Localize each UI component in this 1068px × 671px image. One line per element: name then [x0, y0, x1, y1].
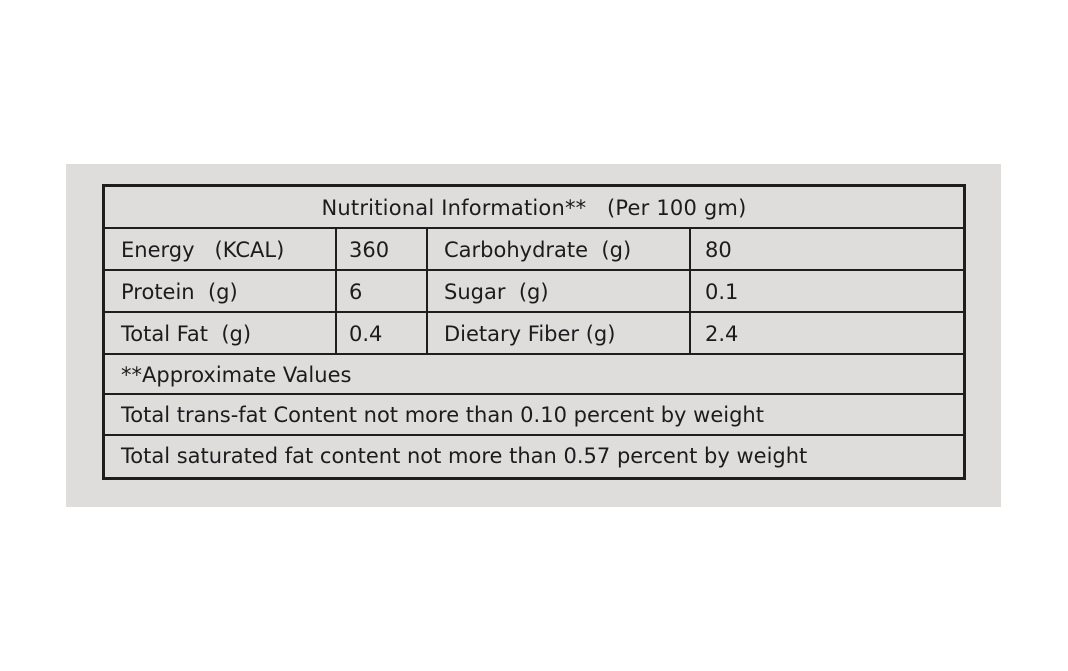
nutrient-value: 80 [705, 238, 732, 262]
table-title: Nutritional Information** (Per 100 gm) [321, 196, 747, 220]
trans-fat-row: Total trans-fat Content not more than 0.… [105, 395, 963, 436]
nutrition-table: Nutritional Information** (Per 100 gm) E… [102, 184, 966, 480]
nutrient-value: 360 [337, 229, 428, 269]
saturated-fat-row: Total saturated fat content not more tha… [105, 436, 963, 477]
nutrient-name: Dietary Fiber (g) [428, 313, 691, 353]
saturated-fat-note: Total saturated fat content not more tha… [121, 444, 808, 468]
nutrient-name: Energy (KCAL) [105, 229, 337, 269]
approximate-values-note: **Approximate Values [121, 363, 352, 387]
nutrient-name: Protein (g) [105, 271, 337, 311]
nutrient-value: 0.4 [337, 313, 428, 353]
approximate-values-row: **Approximate Values [105, 355, 963, 395]
nutrient-value: 0.1 [705, 280, 739, 304]
nutrient-name: Carbohydrate (g) [428, 229, 691, 269]
nutrient-name: Sugar (g) [428, 271, 691, 311]
nutrition-label-panel: Nutritional Information** (Per 100 gm) E… [66, 164, 1001, 507]
nutrient-name: Total Fat (g) [105, 313, 337, 353]
nutrient-value: 2.4 [705, 322, 739, 346]
table-row: Energy (KCAL) 360 Carbohydrate (g) 80 [105, 229, 963, 271]
table-row: Protein (g) 6 Sugar (g) 0.1 [105, 271, 963, 313]
nutrient-value: 6 [337, 271, 428, 311]
trans-fat-note: Total trans-fat Content not more than 0.… [121, 403, 764, 427]
table-row: Total Fat (g) 0.4 Dietary Fiber (g) 2.4 [105, 313, 963, 355]
table-title-row: Nutritional Information** (Per 100 gm) [105, 187, 963, 229]
